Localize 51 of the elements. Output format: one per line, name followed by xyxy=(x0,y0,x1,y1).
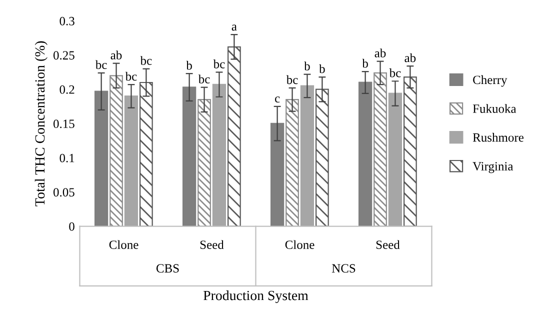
bar xyxy=(182,86,196,226)
x-tick-label: Clone xyxy=(285,240,314,249)
data-label: bc xyxy=(213,60,225,68)
legend-label: Fukuoka xyxy=(472,104,516,113)
y-tick-label: 0.05 xyxy=(53,188,74,197)
bar xyxy=(124,96,138,226)
y-tick-label: 0.15 xyxy=(53,120,74,128)
data-label: bc xyxy=(140,56,152,65)
bar xyxy=(358,82,372,226)
bar xyxy=(198,99,211,226)
text: CBS xyxy=(156,264,179,273)
data-label: bc xyxy=(125,72,137,81)
data-label: a xyxy=(232,24,237,31)
y-tick-label: 0 xyxy=(69,222,74,231)
bar xyxy=(110,75,123,226)
bar xyxy=(140,82,153,226)
y-tick-label: 0.25 xyxy=(53,51,74,60)
bar xyxy=(404,76,417,226)
x-tick-label: Seed xyxy=(200,240,224,249)
y-tick-label: 0.3 xyxy=(60,16,74,26)
bar xyxy=(228,46,241,226)
bar xyxy=(212,84,226,226)
data-label: bc xyxy=(286,75,298,84)
data-label: b xyxy=(186,60,192,70)
data-label: c xyxy=(275,96,280,103)
data-label: b xyxy=(319,64,325,74)
legend-label: Virginia xyxy=(472,162,514,174)
bar xyxy=(94,90,108,226)
legend-label: Cherry xyxy=(473,75,508,87)
legend-label: Rushmore xyxy=(472,132,524,142)
y-tick-label: 0.1 xyxy=(60,154,74,162)
x-tick-label: Clone xyxy=(109,240,138,249)
data-label: bc xyxy=(389,68,401,78)
bar xyxy=(300,85,314,226)
text: NCS xyxy=(332,264,356,273)
data-label: ab xyxy=(404,53,416,62)
data-label: bc xyxy=(198,74,210,84)
y-axis-title: Total THC Concentration (%) xyxy=(34,41,48,206)
data-label: ab xyxy=(374,48,386,58)
data-label: ab xyxy=(110,50,122,60)
y-tick-label: 0.2 xyxy=(60,85,74,94)
bar xyxy=(388,92,402,226)
data-label: b xyxy=(362,58,368,68)
x-tick-label: Seed xyxy=(376,240,400,249)
data-label: b xyxy=(304,62,310,70)
bar xyxy=(374,72,387,226)
bar xyxy=(316,88,329,226)
data-label: bc xyxy=(95,60,107,69)
bar xyxy=(270,122,284,226)
x-axis-title: Production System xyxy=(203,290,308,304)
bar xyxy=(286,99,299,226)
